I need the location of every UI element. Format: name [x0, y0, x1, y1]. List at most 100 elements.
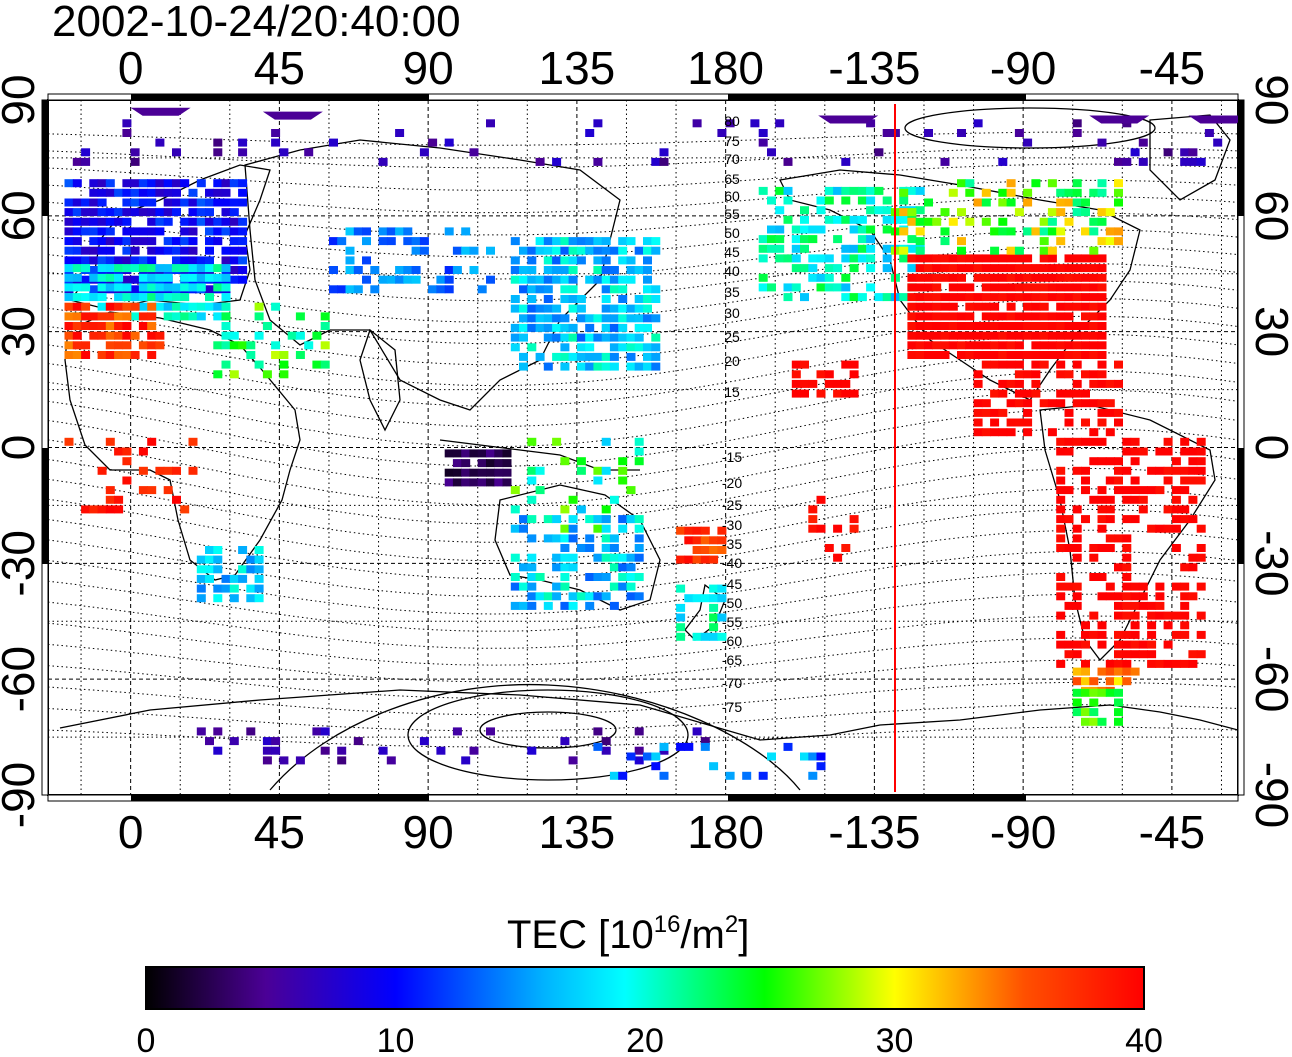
tec-cell — [981, 293, 991, 302]
tec-cell — [824, 264, 834, 273]
tec-cell — [998, 312, 1008, 321]
tec-cell — [998, 341, 1008, 350]
tec-cell — [238, 179, 248, 188]
tec-cell — [378, 237, 388, 246]
tec-cell — [1130, 667, 1140, 676]
tec-cell — [981, 351, 991, 359]
tec-cell — [1081, 659, 1090, 668]
tec-cell — [1163, 437, 1173, 446]
left-tick-label: -60 — [0, 646, 44, 712]
tec-cell — [1163, 148, 1173, 157]
tec-cell — [692, 632, 702, 641]
tec-cell — [783, 293, 793, 302]
tec-cell — [1105, 544, 1115, 552]
tec-cell — [1014, 341, 1024, 350]
colorbar-title-end: ] — [738, 913, 749, 957]
tec-cell — [527, 515, 537, 524]
tec-cell — [1188, 148, 1198, 157]
tec-cell — [1122, 553, 1132, 562]
tec-cell — [1114, 418, 1123, 427]
tec-cell — [81, 275, 91, 284]
tec-cell — [932, 351, 942, 359]
tec-cell — [585, 275, 595, 284]
tec-cell — [998, 273, 1008, 282]
tec-cell — [1039, 293, 1049, 302]
tec-cell — [1097, 486, 1107, 495]
tec-cell — [1180, 447, 1190, 456]
tec-cell — [196, 217, 206, 226]
tec-cell — [510, 275, 520, 284]
tec-cell — [915, 246, 925, 255]
tec-cell — [618, 275, 628, 284]
tec-cell — [196, 727, 206, 736]
tec-cell — [1064, 302, 1074, 311]
tec-cell — [246, 565, 256, 574]
coast-greenland — [1149, 114, 1231, 201]
tec-cell — [882, 196, 892, 205]
tec-cell — [138, 273, 148, 282]
tec-cell — [444, 275, 454, 284]
mlat-contour — [48, 704, 1238, 732]
tec-cell — [1031, 312, 1041, 321]
tec-cell — [1047, 246, 1057, 255]
tec-cell — [626, 592, 636, 601]
tec-cell — [973, 119, 983, 128]
tec-cell — [114, 293, 124, 302]
tec-cell — [767, 235, 776, 244]
tec-cell — [1064, 601, 1074, 610]
tec-cell — [72, 227, 82, 236]
tec-cell — [271, 129, 281, 137]
tec-cell — [717, 632, 727, 641]
tec-cell — [213, 179, 223, 188]
tec-cell — [560, 343, 570, 352]
tec-cell — [188, 237, 198, 246]
tec-cell — [271, 746, 281, 755]
tec-cell — [866, 254, 876, 263]
tec-cell — [709, 613, 719, 622]
tec-cell — [1056, 237, 1066, 246]
tec-cell — [849, 215, 859, 224]
tec-cell — [907, 264, 917, 273]
tec-cell — [510, 237, 520, 246]
mlat-contour — [48, 508, 1238, 580]
tec-cell — [1006, 227, 1016, 236]
tec-cell — [1114, 486, 1123, 495]
tec-cell — [552, 563, 562, 572]
tec-cell — [791, 379, 801, 388]
colorbar-tick-label: 30 — [876, 1022, 914, 1057]
tec-cell — [981, 302, 991, 311]
tec-cell — [213, 594, 223, 603]
tec-cell — [618, 333, 628, 342]
tec-cell — [1031, 360, 1041, 369]
tec-cell — [1089, 302, 1099, 311]
tec-cell — [808, 264, 818, 273]
tec-cell — [634, 266, 644, 274]
tec-cell — [833, 235, 843, 244]
tec-cell — [188, 188, 198, 197]
tec-cell — [692, 119, 702, 128]
tec-cell — [130, 188, 140, 197]
tec-cell — [560, 524, 570, 533]
tec-cell — [1097, 370, 1107, 379]
tec-cell — [1204, 129, 1214, 137]
tec-cell — [568, 285, 578, 294]
tec-cell — [568, 756, 578, 765]
tec-cell — [543, 295, 553, 303]
tec-cell — [72, 302, 82, 311]
tec-cell — [122, 237, 132, 246]
tec-cell — [1138, 486, 1148, 495]
tec-cell — [1138, 640, 1148, 649]
tec-cell — [948, 341, 958, 350]
tec-cell — [1006, 360, 1016, 369]
tec-cell — [1114, 188, 1123, 197]
tec-cell — [337, 285, 347, 294]
tec-cell — [626, 304, 636, 313]
tec-cell — [1114, 592, 1123, 601]
tec-cell — [990, 254, 1000, 263]
tec-cell — [138, 256, 148, 265]
tec-cell — [1122, 630, 1132, 639]
tec-cell — [601, 544, 611, 552]
tec-cell — [205, 227, 214, 236]
tec-cell — [1130, 495, 1140, 504]
tec-cell — [940, 341, 950, 350]
